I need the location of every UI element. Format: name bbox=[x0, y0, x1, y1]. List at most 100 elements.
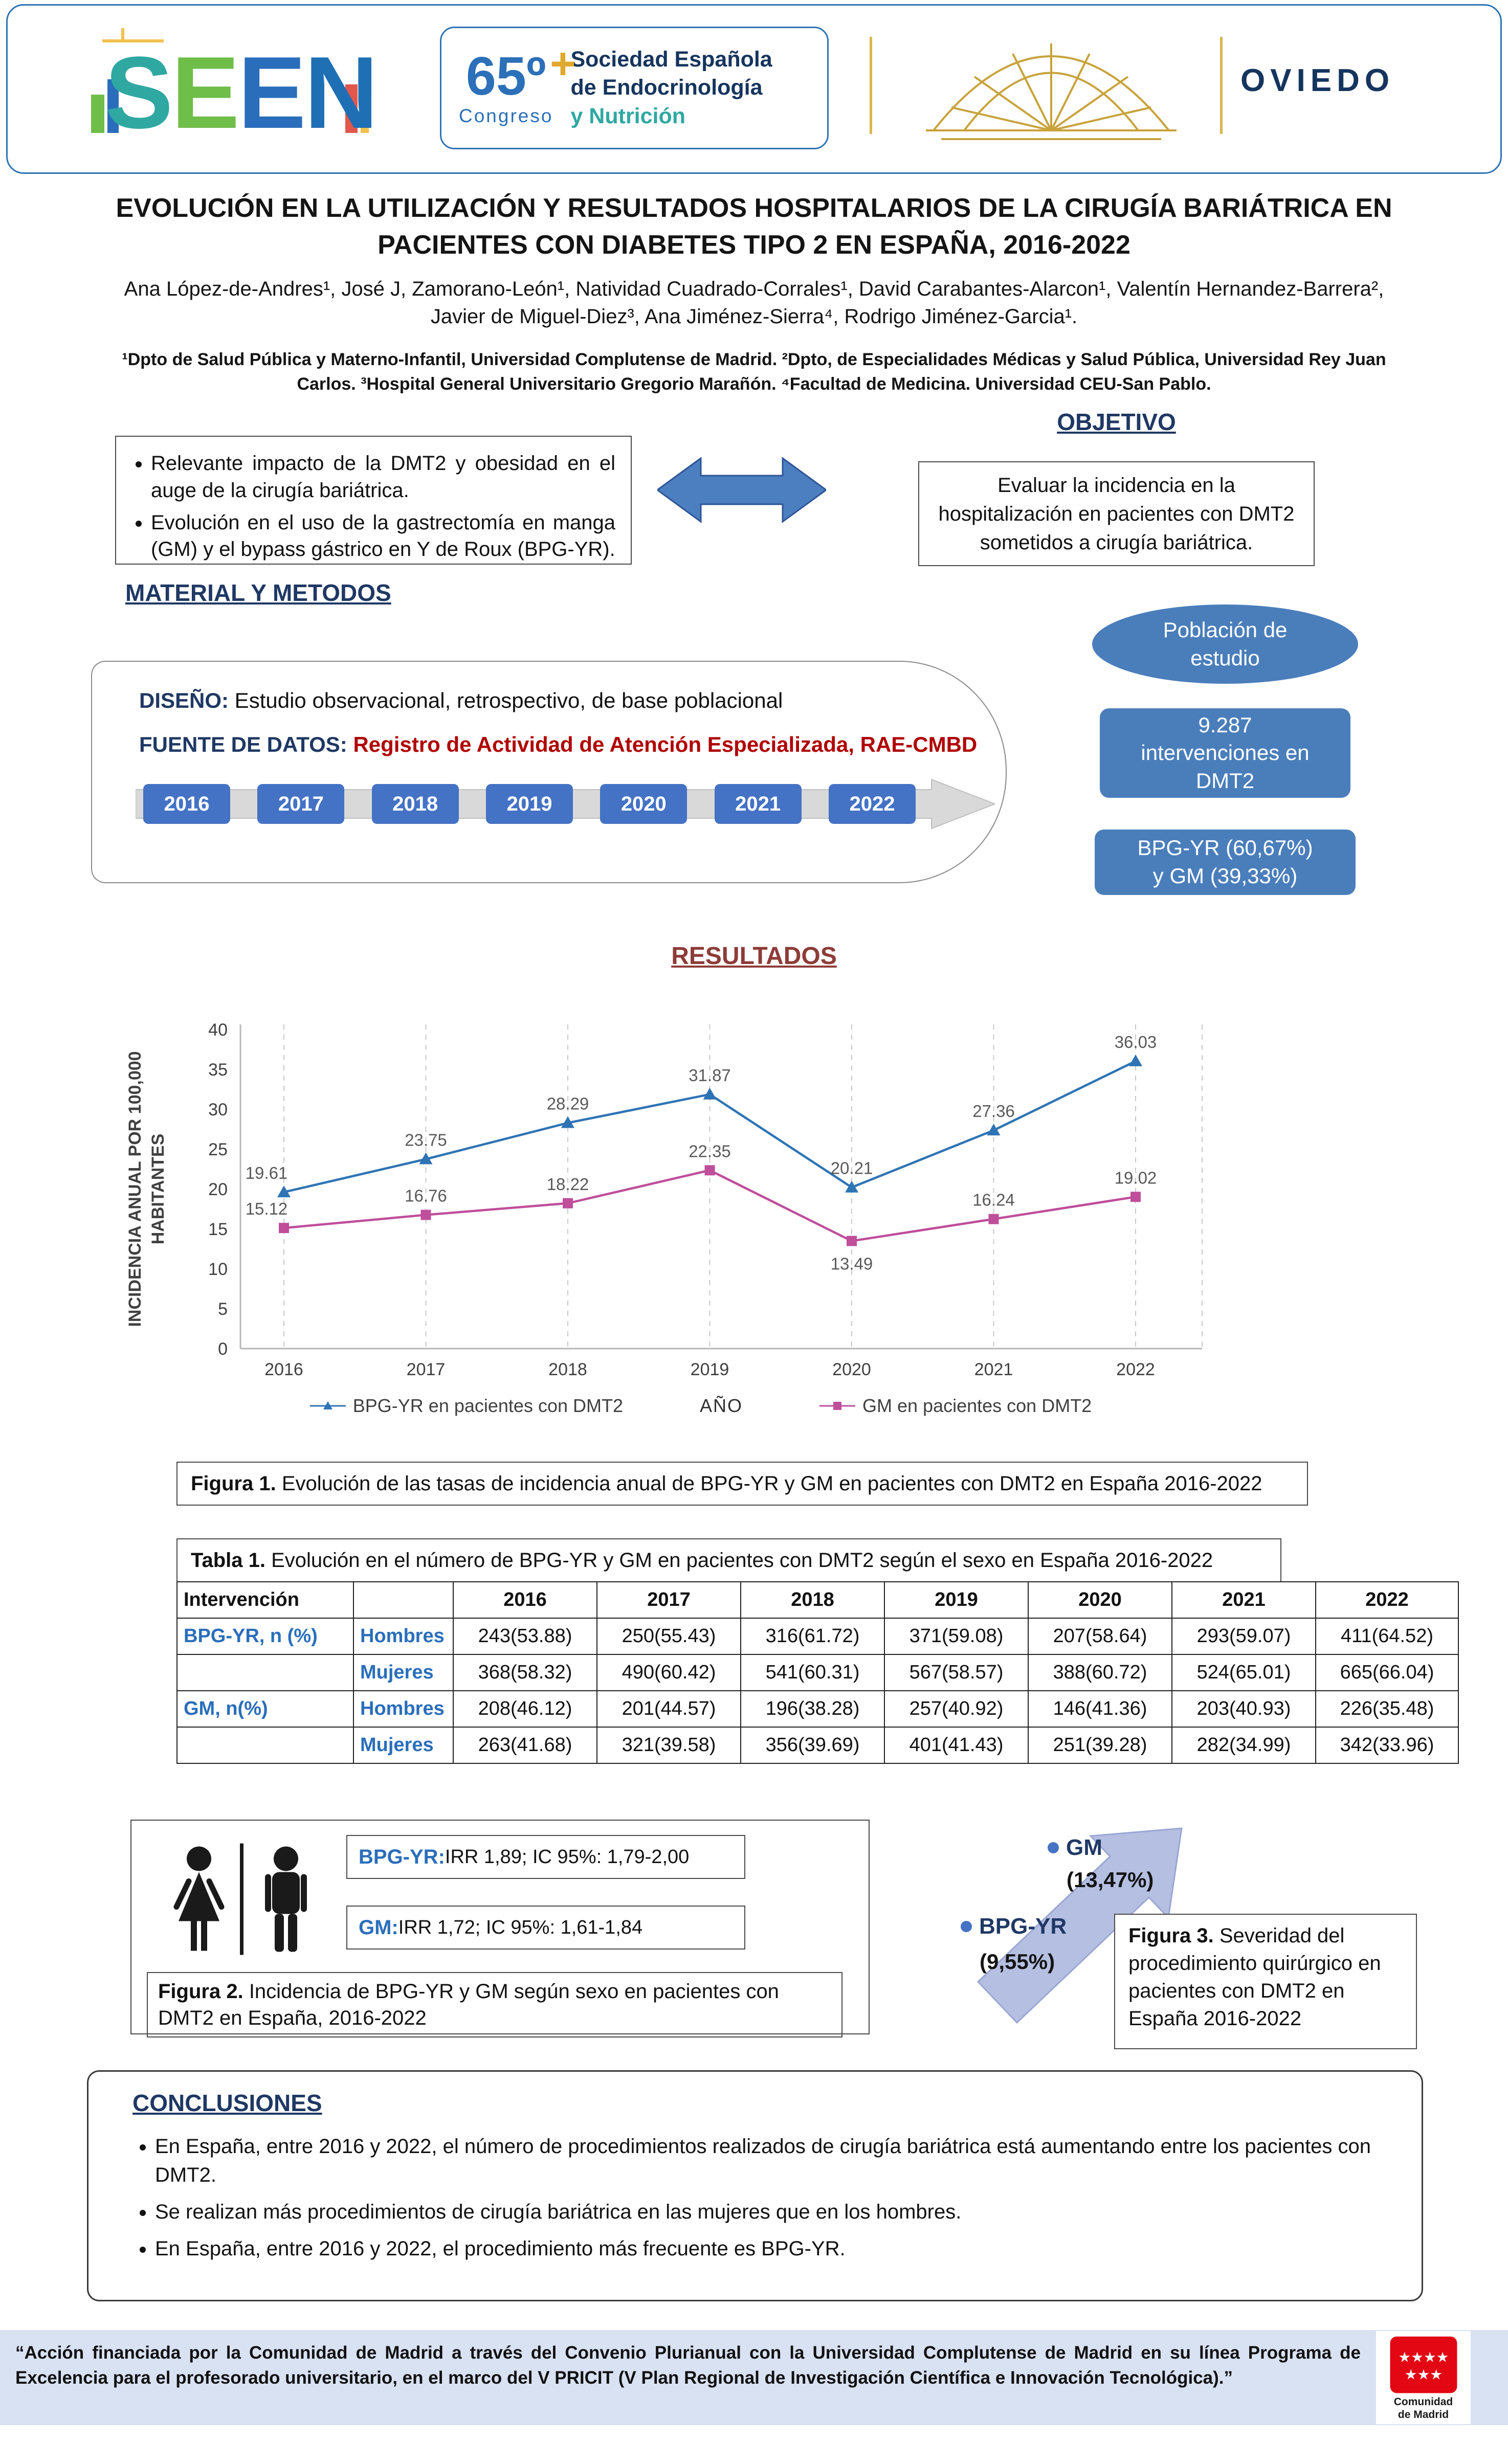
svg-text:30: 30 bbox=[208, 1100, 228, 1119]
bullet-dot-icon bbox=[1048, 1842, 1059, 1853]
table-row: Mujeres 263(41.68) 321(39.58) 356(39.69) 401… bbox=[176, 1727, 1459, 1764]
bpgyr-irr-label: BPG-YR: bbox=[359, 1845, 445, 1868]
legend-marker-icon bbox=[819, 1402, 856, 1410]
table1: Intervención 2016 2017 2018 2019 2020 2021 2022… bbox=[176, 1581, 1459, 1764]
timeline-year: 2017 bbox=[257, 784, 345, 824]
svg-text:2019: 2019 bbox=[691, 1360, 729, 1379]
bullet-dot-icon bbox=[961, 1921, 972, 1932]
population-ellipse-text: Población de estudio bbox=[1163, 617, 1288, 670]
intro-bullet: Evolución en el uso de la gastrectomía e… bbox=[151, 509, 615, 564]
table-body: BPG-YR, n (%) Hombres 243(53.88) 250(55.43)… bbox=[176, 1618, 1459, 1764]
legend-label: GM en pacientes con DMT2 bbox=[862, 1395, 1092, 1416]
svg-text:16.76: 16.76 bbox=[405, 1186, 447, 1205]
svg-text:INCIDENCIA ANUAL POR 100,000: INCIDENCIA ANUAL POR 100,000 bbox=[125, 1051, 145, 1327]
legend-marker-icon bbox=[309, 1401, 346, 1409]
svg-text:2022: 2022 bbox=[1116, 1360, 1155, 1379]
divider-bar bbox=[1220, 37, 1223, 134]
table-cell-group bbox=[176, 1727, 354, 1764]
table1-title-label: Tabla 1. bbox=[191, 1549, 265, 1572]
footer: “Acción financiada por la Comunidad de M… bbox=[0, 2330, 1508, 2425]
legend-item: GM en pacientes con DMT2 bbox=[819, 1395, 1092, 1417]
society-line1: Sociedad Española bbox=[570, 47, 772, 72]
comunidad-madrid-logo: ★★★★ ★★★ Comunidad de Madrid bbox=[1376, 2331, 1471, 2424]
conclusion-bullet: En España, entre 2016 y 2022, el número … bbox=[155, 2132, 1386, 2189]
table-cell-value: 293(59.07) bbox=[1171, 1618, 1316, 1655]
population-box-procedures: BPG-YR (60,67%) y GM (39,33%) bbox=[1095, 830, 1356, 895]
table-header-row: Intervención 2016 2017 2018 2019 2020 2021 2022 bbox=[176, 1581, 1459, 1619]
table-cell-sex: Mujeres bbox=[353, 1727, 454, 1764]
svg-text:35: 35 bbox=[208, 1060, 228, 1080]
bpgyr-irr-text: IRR 1,89; IC 95%: 1,79-2,00 bbox=[445, 1846, 690, 1868]
svg-text:31.87: 31.87 bbox=[689, 1066, 731, 1085]
svg-text:5: 5 bbox=[218, 1300, 228, 1319]
header-frame bbox=[6, 4, 1502, 174]
population-box2-text: BPG-YR (60,67%) y GM (39,33%) bbox=[1137, 836, 1313, 888]
table1-title-text: Evolución en el número de BPG-YR y GM en… bbox=[265, 1549, 1213, 1572]
figure3-bpgyr-label: BPG-YR bbox=[961, 1914, 1067, 1939]
table-cell-value: 257(40.92) bbox=[884, 1690, 1029, 1728]
figure2-caption-label: Figura 2. bbox=[158, 1980, 243, 2003]
svg-text:28.29: 28.29 bbox=[547, 1094, 589, 1113]
timeline-year: 2020 bbox=[600, 784, 688, 824]
gm-irr-box: GM: IRR 1,72; IC 95%: 1,61-1,84 bbox=[346, 1906, 745, 1950]
figure3-gm-label: GM bbox=[1048, 1835, 1102, 1861]
table-cell-value: 201(44.57) bbox=[596, 1690, 741, 1728]
table-header-cell: 2016 bbox=[453, 1581, 597, 1619]
table-row: Mujeres 368(58.32) 490(60.42) 541(60.31) 567… bbox=[176, 1654, 1459, 1691]
svg-text:18.22: 18.22 bbox=[547, 1175, 589, 1194]
svg-text:36.03: 36.03 bbox=[1115, 1033, 1157, 1051]
figure3-bpgyr-pct: (9,55%) bbox=[980, 1950, 1055, 1974]
severity-arrow-icon bbox=[977, 1827, 1183, 2024]
table-cell-value: 321(39.58) bbox=[596, 1727, 741, 1764]
title-line2: PACIENTES CON DIABETES TIPO 2 EN ESPAÑA,… bbox=[378, 230, 1130, 260]
timeline-years: 2016 2017 2018 2019 2020 2021 2022 bbox=[143, 784, 916, 824]
table-cell-value: 401(41.43) bbox=[884, 1727, 1029, 1764]
table-cell-value: 250(55.43) bbox=[596, 1618, 741, 1655]
x-axis-title: AÑO bbox=[700, 1395, 743, 1416]
timeline-year: 2018 bbox=[371, 784, 459, 824]
svg-text:27.36: 27.36 bbox=[972, 1102, 1015, 1121]
table-header-cell: 2020 bbox=[1028, 1581, 1172, 1619]
svg-text:2016: 2016 bbox=[264, 1360, 303, 1379]
svg-text:0: 0 bbox=[218, 1339, 228, 1359]
source-line: FUENTE DE DATOS: Registro de Actividad d… bbox=[139, 732, 977, 757]
table-cell-value: 146(41.36) bbox=[1028, 1690, 1172, 1728]
poster-title: EVOLUCIÓN EN LA UTILIZACIÓN Y RESULTADOS… bbox=[77, 190, 1431, 264]
conclusions-heading: CONCLUSIONES bbox=[132, 2090, 322, 2116]
population-ellipse: Población de estudio bbox=[1092, 604, 1358, 684]
svg-text:N: N bbox=[304, 36, 373, 150]
figure1-caption: Figura 1. Evolución de las tasas de inci… bbox=[176, 1462, 1308, 1506]
timeline-year: 2021 bbox=[714, 784, 802, 824]
intro-box: Relevante impacto de la DMT2 y obesidad … bbox=[115, 436, 632, 565]
table-cell-value: 203(40.93) bbox=[1171, 1690, 1316, 1728]
logo-text-line2: de Madrid bbox=[1398, 2409, 1449, 2421]
svg-text:2018: 2018 bbox=[548, 1360, 587, 1379]
table-cell-value: 368(58.32) bbox=[453, 1654, 597, 1691]
figure3-caption: Figura 3. Severidad del procedimiento qu… bbox=[1114, 1914, 1417, 2049]
logo-text-line1: Comunidad bbox=[1393, 2395, 1453, 2408]
svg-text:2017: 2017 bbox=[407, 1360, 446, 1379]
female-male-icon bbox=[173, 1843, 307, 1955]
figure3-caption-text: Severidad del procedimiento quirúrgico e… bbox=[1128, 1924, 1381, 2030]
svg-text:20.21: 20.21 bbox=[831, 1159, 873, 1178]
results-heading: RESULTADOS bbox=[671, 943, 837, 970]
svg-text:16.24: 16.24 bbox=[972, 1191, 1015, 1209]
authors: Ana López-de-Andres¹, José J, Zamorano-L… bbox=[124, 278, 1384, 328]
city-name: OVIEDO bbox=[1240, 63, 1395, 98]
svg-text:23.75: 23.75 bbox=[405, 1131, 447, 1150]
title-line1: EVOLUCIÓN EN LA UTILIZACIÓN Y RESULTADOS… bbox=[116, 193, 1392, 223]
svg-text:15: 15 bbox=[208, 1220, 228, 1239]
table-cell-value: 524(65.01) bbox=[1171, 1654, 1316, 1691]
table-cell-group bbox=[176, 1654, 354, 1691]
table-cell-value: 567(58.57) bbox=[884, 1654, 1029, 1691]
divider-bar bbox=[870, 37, 872, 134]
svg-text:22.35: 22.35 bbox=[689, 1141, 731, 1160]
population-box1-text: 9.287 intervenciones en DMT2 bbox=[1141, 712, 1310, 793]
table-cell-value: 490(60.42) bbox=[596, 1654, 741, 1691]
objective-heading: OBJETIVO bbox=[1057, 409, 1176, 435]
table-cell-group: GM, n(%) bbox=[176, 1690, 354, 1728]
conclusion-bullet: Se realizan más procedimientos de cirugí… bbox=[155, 2198, 1386, 2226]
svg-text:20: 20 bbox=[208, 1180, 228, 1199]
table-cell-sex: Hombres bbox=[353, 1618, 454, 1655]
